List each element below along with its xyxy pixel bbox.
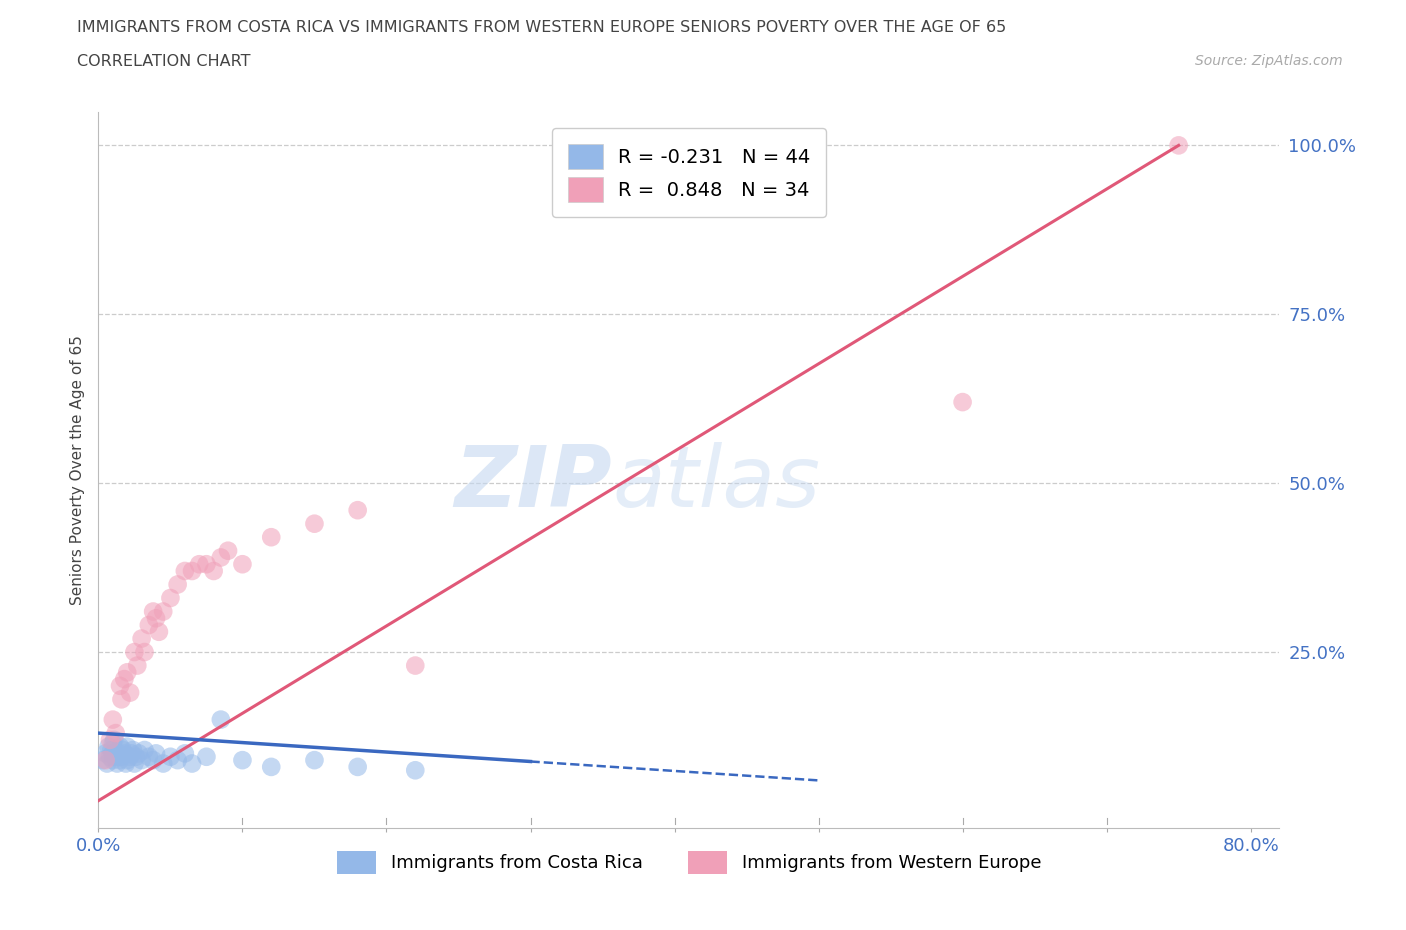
Point bbox=[105, 756, 128, 771]
Point bbox=[107, 746, 129, 761]
Point bbox=[1167, 138, 1189, 153]
Point bbox=[114, 756, 136, 771]
Point bbox=[101, 752, 124, 767]
Point bbox=[195, 557, 218, 572]
Point bbox=[121, 746, 143, 761]
Point bbox=[128, 746, 150, 761]
Point bbox=[173, 746, 195, 761]
Point bbox=[231, 752, 253, 767]
Point bbox=[346, 760, 368, 775]
Point bbox=[134, 742, 156, 757]
Point bbox=[181, 564, 204, 578]
Point bbox=[952, 394, 974, 409]
Point bbox=[404, 658, 426, 673]
Point bbox=[231, 557, 253, 572]
Point bbox=[115, 665, 138, 680]
Text: Source: ZipAtlas.com: Source: ZipAtlas.com bbox=[1195, 54, 1343, 68]
Point bbox=[104, 750, 127, 764]
Point bbox=[110, 750, 132, 764]
Legend: Immigrants from Costa Rica, Immigrants from Western Europe: Immigrants from Costa Rica, Immigrants f… bbox=[328, 842, 1050, 883]
Point bbox=[103, 733, 125, 748]
Point bbox=[304, 752, 326, 767]
Point bbox=[188, 557, 211, 572]
Point bbox=[152, 756, 174, 771]
Point bbox=[346, 503, 368, 518]
Point bbox=[96, 756, 118, 771]
Point bbox=[145, 611, 167, 626]
Point bbox=[404, 763, 426, 777]
Point bbox=[100, 742, 122, 757]
Text: ZIP: ZIP bbox=[454, 443, 612, 525]
Point bbox=[166, 577, 188, 591]
Point bbox=[209, 550, 232, 565]
Point bbox=[145, 746, 167, 761]
Point bbox=[122, 742, 145, 757]
Point bbox=[97, 739, 120, 754]
Point bbox=[173, 564, 195, 578]
Point bbox=[304, 516, 326, 531]
Point bbox=[131, 752, 153, 767]
Point bbox=[115, 739, 138, 754]
Point bbox=[131, 631, 153, 646]
Point bbox=[148, 624, 170, 639]
Point bbox=[181, 756, 204, 771]
Point bbox=[120, 750, 142, 764]
Point bbox=[94, 746, 117, 761]
Point bbox=[134, 644, 156, 659]
Point bbox=[127, 658, 149, 673]
Point bbox=[111, 742, 134, 757]
Point bbox=[101, 736, 124, 751]
Point bbox=[108, 752, 131, 767]
Point bbox=[94, 752, 117, 767]
Point bbox=[260, 530, 283, 545]
Point bbox=[115, 752, 138, 767]
Point bbox=[142, 604, 165, 619]
Point bbox=[138, 750, 160, 764]
Point bbox=[124, 644, 146, 659]
Point bbox=[260, 760, 283, 775]
Point bbox=[108, 678, 131, 693]
Point bbox=[108, 739, 131, 754]
Point bbox=[120, 685, 142, 700]
Point bbox=[104, 725, 127, 740]
Text: atlas: atlas bbox=[612, 443, 820, 525]
Point bbox=[101, 746, 124, 761]
Y-axis label: Seniors Poverty Over the Age of 65: Seniors Poverty Over the Age of 65 bbox=[69, 335, 84, 604]
Point bbox=[195, 750, 218, 764]
Point bbox=[166, 752, 188, 767]
Point bbox=[91, 752, 114, 767]
Point bbox=[125, 750, 148, 764]
Point bbox=[159, 750, 181, 764]
Point bbox=[142, 752, 165, 767]
Point bbox=[101, 712, 124, 727]
Point bbox=[112, 746, 135, 761]
Point bbox=[202, 564, 225, 578]
Point bbox=[152, 604, 174, 619]
Point bbox=[112, 671, 135, 686]
Text: CORRELATION CHART: CORRELATION CHART bbox=[77, 54, 250, 69]
Point bbox=[98, 733, 121, 748]
Point bbox=[209, 712, 232, 727]
Point bbox=[98, 750, 121, 764]
Text: IMMIGRANTS FROM COSTA RICA VS IMMIGRANTS FROM WESTERN EUROPE SENIORS POVERTY OVE: IMMIGRANTS FROM COSTA RICA VS IMMIGRANTS… bbox=[77, 20, 1007, 35]
Point bbox=[124, 756, 146, 771]
Point bbox=[217, 543, 239, 558]
Point bbox=[110, 692, 132, 707]
Point bbox=[159, 591, 181, 605]
Point bbox=[138, 618, 160, 632]
